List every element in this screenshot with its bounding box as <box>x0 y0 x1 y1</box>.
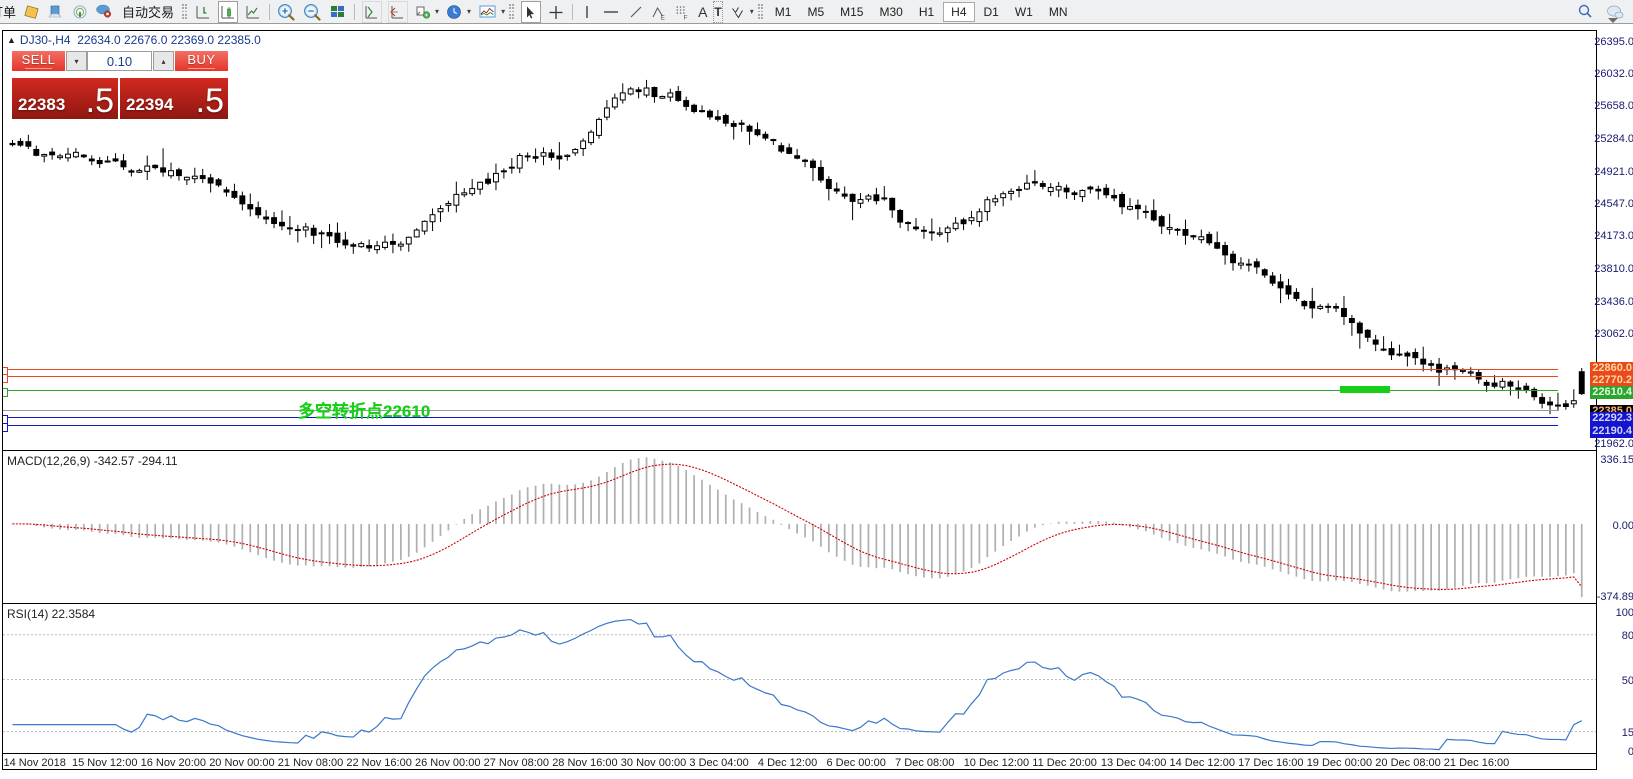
svg-text:F: F <box>684 14 688 20</box>
svg-text:E: E <box>661 14 666 20</box>
